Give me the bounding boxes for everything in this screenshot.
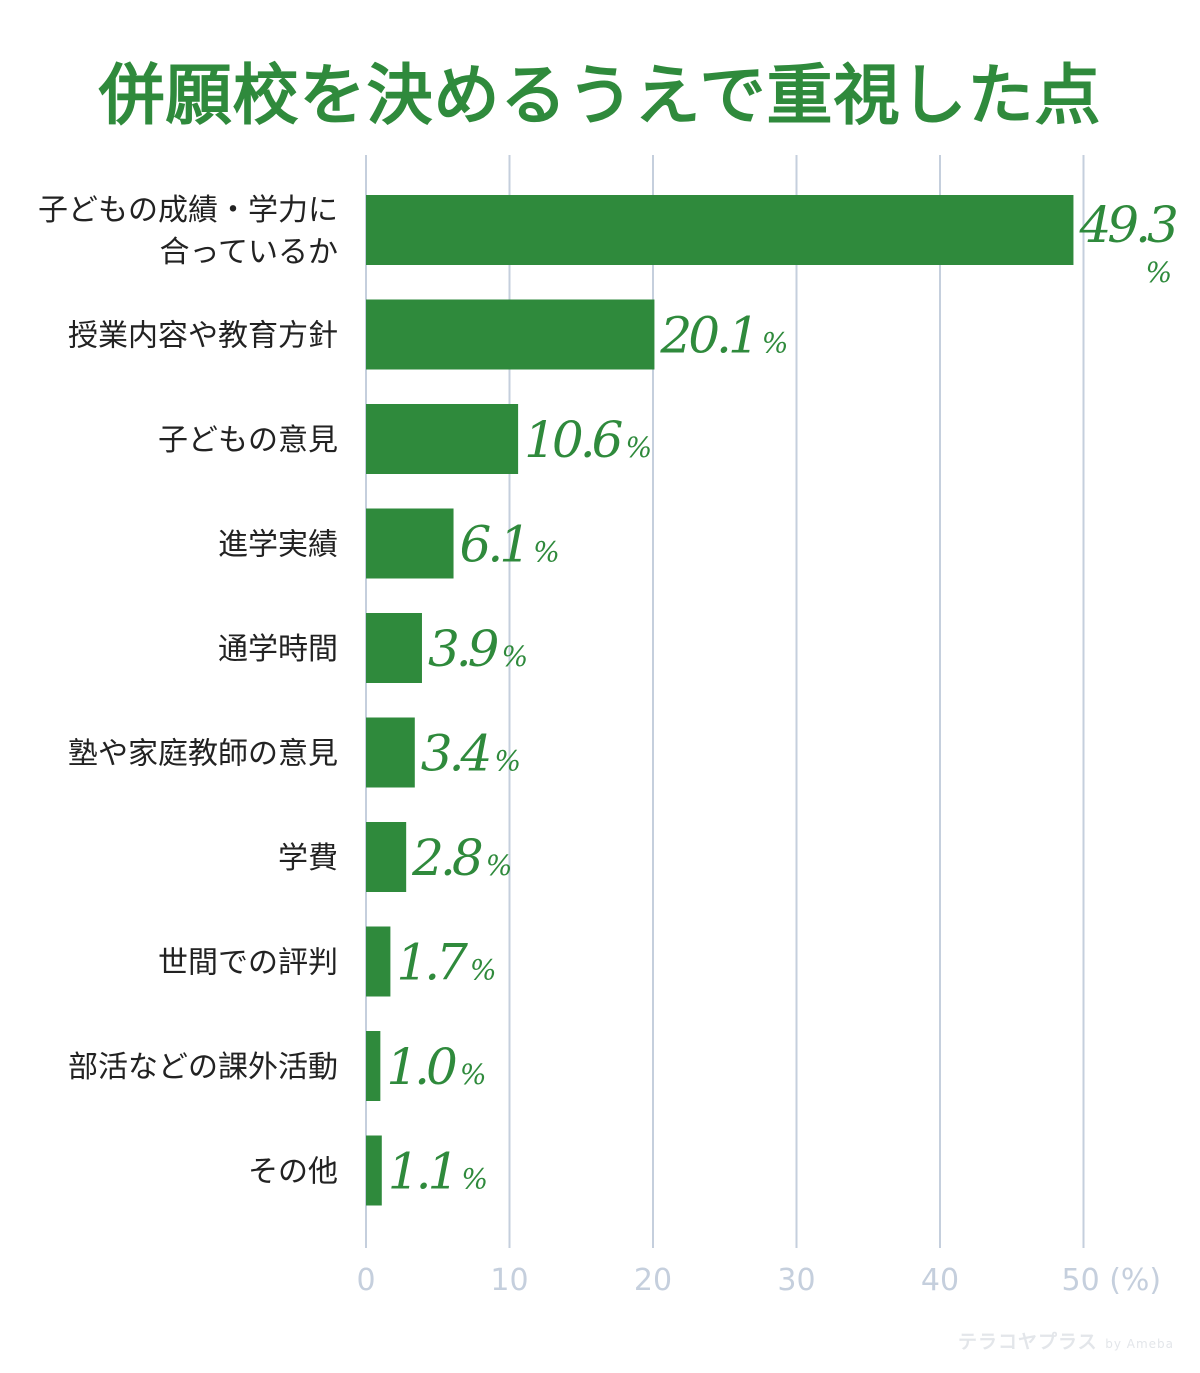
bar <box>366 926 391 997</box>
x-tick-label: 20 <box>634 1263 672 1298</box>
category-label: 学費 <box>278 841 338 876</box>
data-label: 20.1% <box>659 307 788 365</box>
x-tick-label: 50 (%) <box>1062 1263 1162 1298</box>
data-label: 10.6% <box>524 411 652 469</box>
x-tick-label: 30 <box>777 1263 815 1298</box>
bar <box>366 1031 381 1101</box>
bar <box>366 822 407 892</box>
bar <box>366 404 519 474</box>
category-label: 合っているか <box>160 235 339 270</box>
data-label: 49.3 <box>1078 196 1177 254</box>
category-label: 授業内容や教育方針 <box>68 319 338 354</box>
x-tick-label: 0 <box>356 1263 375 1298</box>
data-label: 6.1% <box>460 516 560 574</box>
bar <box>366 508 454 579</box>
bar <box>366 717 415 788</box>
category-label: 世間での評判 <box>158 946 338 981</box>
data-label: 3.9% <box>428 620 528 678</box>
category-label: 子どもの意見 <box>158 423 338 458</box>
bar <box>366 299 655 370</box>
chart-title: 併願校を決めるうえで重視した点 <box>98 57 1102 134</box>
data-label-unit: % <box>1145 256 1172 289</box>
category-label: その他 <box>248 1155 338 1190</box>
bar <box>366 195 1074 265</box>
category-label: 子どもの成績・学力に <box>38 193 338 228</box>
category-label: 通学時間 <box>218 632 338 667</box>
bar <box>366 613 422 683</box>
data-label: 3.4% <box>421 725 521 783</box>
watermark-logo: テラコヤプラス by Ameba <box>958 1327 1174 1354</box>
data-label: 1.1% <box>388 1143 488 1201</box>
category-label: 進学実績 <box>218 528 338 563</box>
category-label: 塾や家庭教師の意見 <box>68 737 338 772</box>
watermark-text: テラコヤプラス <box>957 1331 1098 1353</box>
data-label: 1.0% <box>386 1038 486 1096</box>
category-label: 部活などの課外活動 <box>68 1050 338 1085</box>
data-label: 1.7% <box>396 934 496 992</box>
bar <box>366 1135 382 1206</box>
data-label: 2.8% <box>411 829 512 887</box>
x-tick-label: 10 <box>490 1263 528 1298</box>
watermark-by: by Ameba <box>1105 1337 1174 1351</box>
x-tick-label: 40 <box>921 1263 959 1298</box>
